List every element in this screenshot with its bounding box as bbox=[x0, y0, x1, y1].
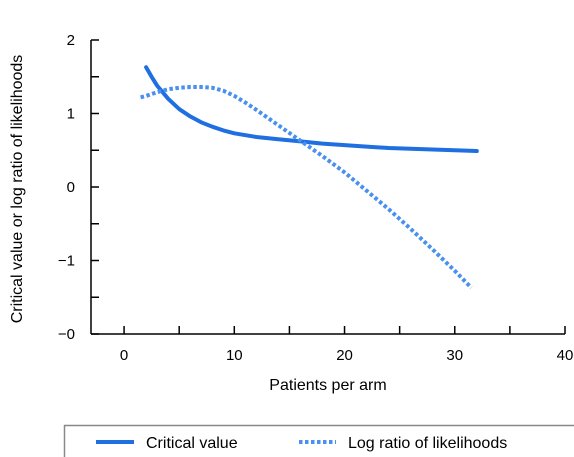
x-tick-label: 20 bbox=[336, 347, 353, 364]
legend: Critical value Log ratio of likelihoods bbox=[63, 424, 574, 457]
x-tick-label: 30 bbox=[446, 347, 463, 364]
y-tick-label: 0 bbox=[67, 179, 75, 196]
y-tick-label: −0 bbox=[58, 326, 75, 343]
x-tick-label: 0 bbox=[120, 347, 128, 364]
series-line-log-ratio-of-likelihoods bbox=[140, 85, 473, 290]
x-axis-title: Patients per arm bbox=[269, 377, 386, 394]
legend-label-critical-value: Critical value bbox=[146, 435, 238, 452]
y-tick-label: −1 bbox=[58, 253, 75, 270]
y-tick-label: 1 bbox=[67, 106, 75, 123]
legend-label-log-ratio: Log ratio of likelihoods bbox=[348, 435, 507, 452]
axes bbox=[90, 40, 565, 335]
series-line-critical-value bbox=[144, 65, 479, 153]
x-tick-label: 40 bbox=[557, 347, 574, 364]
x-tick-label: 10 bbox=[226, 347, 243, 364]
series bbox=[140, 65, 479, 290]
ticks: 210−1−00 10 20 30 40 bbox=[58, 32, 573, 364]
y-tick-label: 2 bbox=[67, 32, 75, 49]
y-axis-title: Critical value or log ratio of likelihoo… bbox=[9, 55, 26, 324]
